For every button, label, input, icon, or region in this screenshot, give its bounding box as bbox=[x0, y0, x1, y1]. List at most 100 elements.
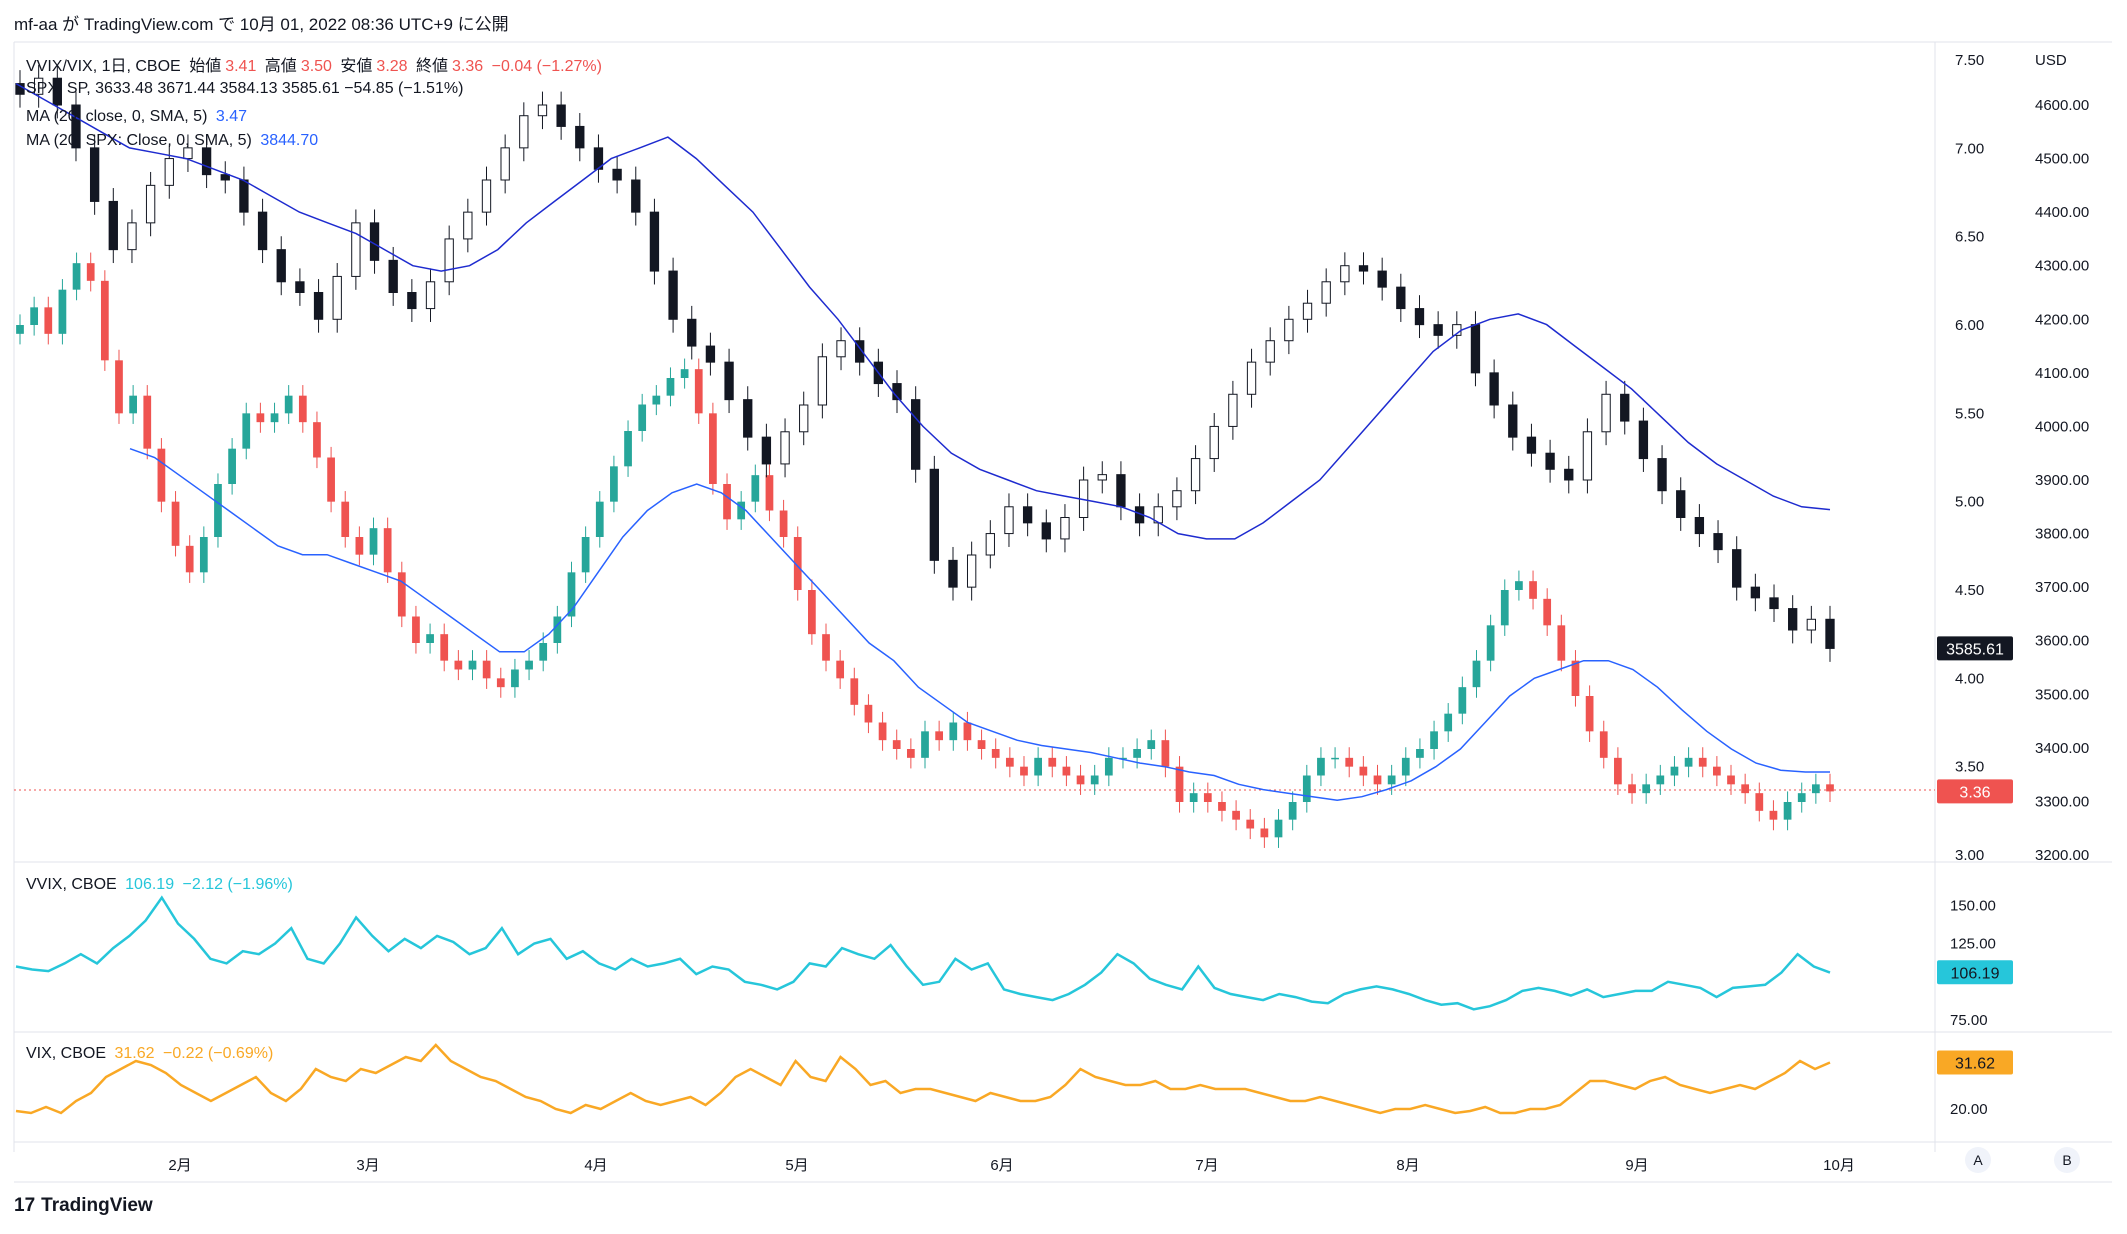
vix-price-badge-label: 31.62 bbox=[1955, 1056, 1995, 1073]
spx-candle bbox=[127, 222, 137, 251]
ratio-candle bbox=[72, 263, 81, 290]
spx-candle bbox=[1377, 270, 1387, 288]
ratio-candle bbox=[1189, 793, 1198, 802]
spx-candle bbox=[649, 211, 660, 272]
spx-candle bbox=[724, 361, 734, 401]
spx-candle bbox=[201, 147, 212, 176]
spx-candle bbox=[1526, 436, 1537, 454]
vvix-price-badge bbox=[1937, 960, 2013, 985]
ratio-candle bbox=[1246, 819, 1255, 829]
ratio-candle bbox=[1741, 784, 1750, 794]
legend-vvix-change: −2.12 (−1.96%) bbox=[182, 876, 293, 893]
ratio-candle bbox=[1500, 590, 1509, 626]
spx-axis-tick: USD bbox=[2035, 52, 2067, 69]
ratio-axis-tick: 6.50 bbox=[1955, 229, 1984, 246]
ratio-axis-tick: 3.00 bbox=[1955, 847, 1984, 864]
ratio-candle bbox=[58, 289, 67, 334]
spx-candle bbox=[1396, 286, 1406, 310]
spx-candle bbox=[145, 184, 156, 224]
ratio-candle bbox=[638, 404, 647, 431]
spx-candle bbox=[1302, 302, 1313, 320]
spx-candle bbox=[1806, 618, 1817, 631]
vix-line bbox=[15, 1043, 1831, 1115]
spx-candle bbox=[1246, 361, 1257, 395]
legend-ma1: MA (20, close, 0, SMA, 5) 3.47 bbox=[26, 108, 251, 126]
ratio-candle bbox=[115, 360, 123, 414]
ratio-candle bbox=[595, 501, 604, 537]
ratio-candle bbox=[1076, 775, 1085, 785]
spx-candle bbox=[257, 211, 268, 251]
ratio-candle bbox=[1656, 775, 1665, 785]
legend-symbol: VVIX/VIX, 1日, CBOE bbox=[26, 58, 181, 75]
ratio-candle bbox=[1175, 766, 1184, 802]
axis-auto-button[interactable]: A bbox=[1965, 1147, 1991, 1173]
spx-candle bbox=[519, 115, 529, 149]
spx-price-badge bbox=[1937, 636, 2013, 661]
axis-b-button[interactable]: B bbox=[2054, 1147, 2080, 1173]
ratio-candle bbox=[864, 704, 873, 723]
ratio-candle bbox=[496, 678, 505, 688]
spx-candle bbox=[612, 168, 622, 181]
ratio-candle bbox=[270, 413, 279, 423]
spx-candle bbox=[911, 399, 921, 470]
spx-candle bbox=[855, 340, 865, 363]
ratio-candle bbox=[779, 510, 788, 537]
ratio-price-badge-label: 3.36 bbox=[1959, 784, 1990, 801]
spx-candle bbox=[1022, 506, 1033, 524]
ratio-candle bbox=[1515, 581, 1523, 590]
ratio-axis-tick: 5.00 bbox=[1955, 494, 1984, 511]
legend-ma2-label: MA (20, SPX: Close, 0, SMA, 5) bbox=[26, 132, 252, 149]
ratio-candle bbox=[412, 616, 420, 643]
ratio-candle bbox=[1345, 757, 1354, 767]
spx-candle bbox=[799, 404, 809, 433]
legend-open-value: 3.41 bbox=[225, 58, 257, 75]
ratio-candle bbox=[1005, 757, 1014, 767]
ratio-candle bbox=[553, 616, 562, 643]
ratio-axis-tick: 6.00 bbox=[1955, 317, 1984, 334]
legend-low-value: 3.28 bbox=[376, 58, 408, 75]
spx-axis-tick: 3800.00 bbox=[2035, 526, 2089, 543]
ratio-candle bbox=[581, 537, 590, 573]
ratio-candle bbox=[313, 422, 321, 458]
spx-candle bbox=[481, 179, 492, 213]
spx-candle bbox=[276, 249, 286, 283]
spx-candle bbox=[1209, 425, 1219, 460]
legend-close-value: 3.36 bbox=[452, 58, 484, 75]
spx-candle bbox=[817, 356, 828, 406]
vvix-axis-tick: 75.00 bbox=[1950, 1012, 1988, 1029]
spx-axis-tick: 4500.00 bbox=[2035, 151, 2089, 168]
publish-header: mf-aa が TradingView.com で 10月 01, 2022 0… bbox=[14, 15, 509, 34]
tradingview-brand[interactable]: 17 TradingView bbox=[14, 1195, 153, 1217]
spx-candle bbox=[537, 104, 548, 117]
main-price-pane bbox=[15, 64, 1835, 848]
legend-vix-label: VIX, CBOE bbox=[26, 1045, 107, 1062]
spx-candle bbox=[1638, 420, 1649, 460]
ratio-candle bbox=[355, 537, 364, 555]
spx-candle bbox=[33, 77, 44, 95]
legend-change: −0.04 (−1.27%) bbox=[491, 58, 602, 75]
spx-candle bbox=[1097, 474, 1107, 481]
vix-pane bbox=[15, 1043, 1831, 1115]
ratio-candle bbox=[214, 484, 222, 537]
tradingview-logo-icon: 17 bbox=[14, 1195, 36, 1216]
ratio-candle bbox=[1698, 757, 1707, 767]
ratio-candle bbox=[341, 501, 350, 537]
spx-candle bbox=[743, 399, 753, 438]
ratio-candle bbox=[1203, 793, 1212, 802]
spx-axis-tick: 3900.00 bbox=[2035, 472, 2089, 489]
ratio-candle bbox=[1727, 775, 1735, 785]
ratio-candle bbox=[1486, 625, 1495, 661]
month-tick: 7月 bbox=[1195, 1157, 1218, 1174]
ratio-candle bbox=[1557, 625, 1566, 661]
spx-candle bbox=[1414, 308, 1425, 326]
ratio-candle bbox=[1783, 802, 1792, 820]
ratio-candle bbox=[624, 431, 632, 467]
spx-candle bbox=[500, 147, 510, 181]
spx-candle bbox=[1582, 431, 1593, 481]
ratio-candle bbox=[1331, 757, 1339, 760]
ratio-candle bbox=[610, 466, 618, 502]
ratio-candle bbox=[1599, 731, 1608, 758]
ratio-candle bbox=[1317, 757, 1325, 776]
ratio-candle bbox=[666, 378, 675, 396]
